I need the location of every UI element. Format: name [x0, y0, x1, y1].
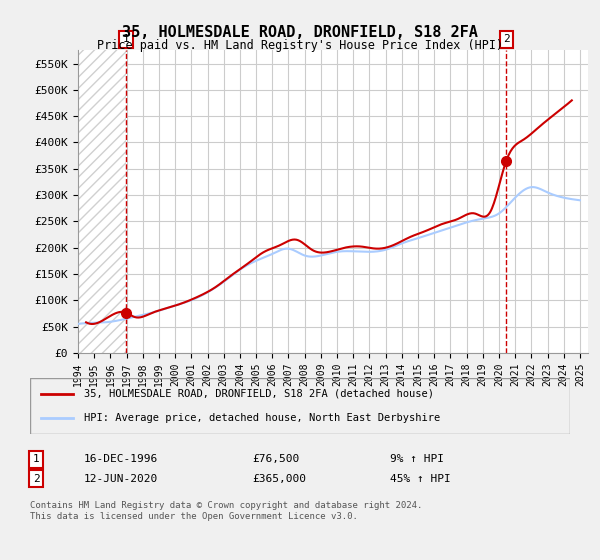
Text: £365,000: £365,000	[252, 474, 306, 484]
Text: 35, HOLMESDALE ROAD, DRONFIELD, S18 2FA: 35, HOLMESDALE ROAD, DRONFIELD, S18 2FA	[122, 25, 478, 40]
Text: 45% ↑ HPI: 45% ↑ HPI	[390, 474, 451, 484]
Bar	[78, 50, 126, 353]
Text: 1: 1	[32, 454, 40, 464]
Text: HPI: Average price, detached house, North East Derbyshire: HPI: Average price, detached house, Nort…	[84, 413, 440, 423]
Text: Price paid vs. HM Land Registry's House Price Index (HPI): Price paid vs. HM Land Registry's House …	[97, 39, 503, 52]
Text: 1: 1	[122, 34, 129, 44]
Text: 35, HOLMESDALE ROAD, DRONFIELD, S18 2FA (detached house): 35, HOLMESDALE ROAD, DRONFIELD, S18 2FA …	[84, 389, 434, 399]
Text: 2: 2	[32, 474, 40, 484]
Text: 2: 2	[503, 34, 509, 44]
Text: £76,500: £76,500	[252, 454, 299, 464]
Text: 12-JUN-2020: 12-JUN-2020	[84, 474, 158, 484]
Text: Contains HM Land Registry data © Crown copyright and database right 2024.
This d: Contains HM Land Registry data © Crown c…	[30, 501, 422, 521]
Text: 9% ↑ HPI: 9% ↑ HPI	[390, 454, 444, 464]
Text: 16-DEC-1996: 16-DEC-1996	[84, 454, 158, 464]
